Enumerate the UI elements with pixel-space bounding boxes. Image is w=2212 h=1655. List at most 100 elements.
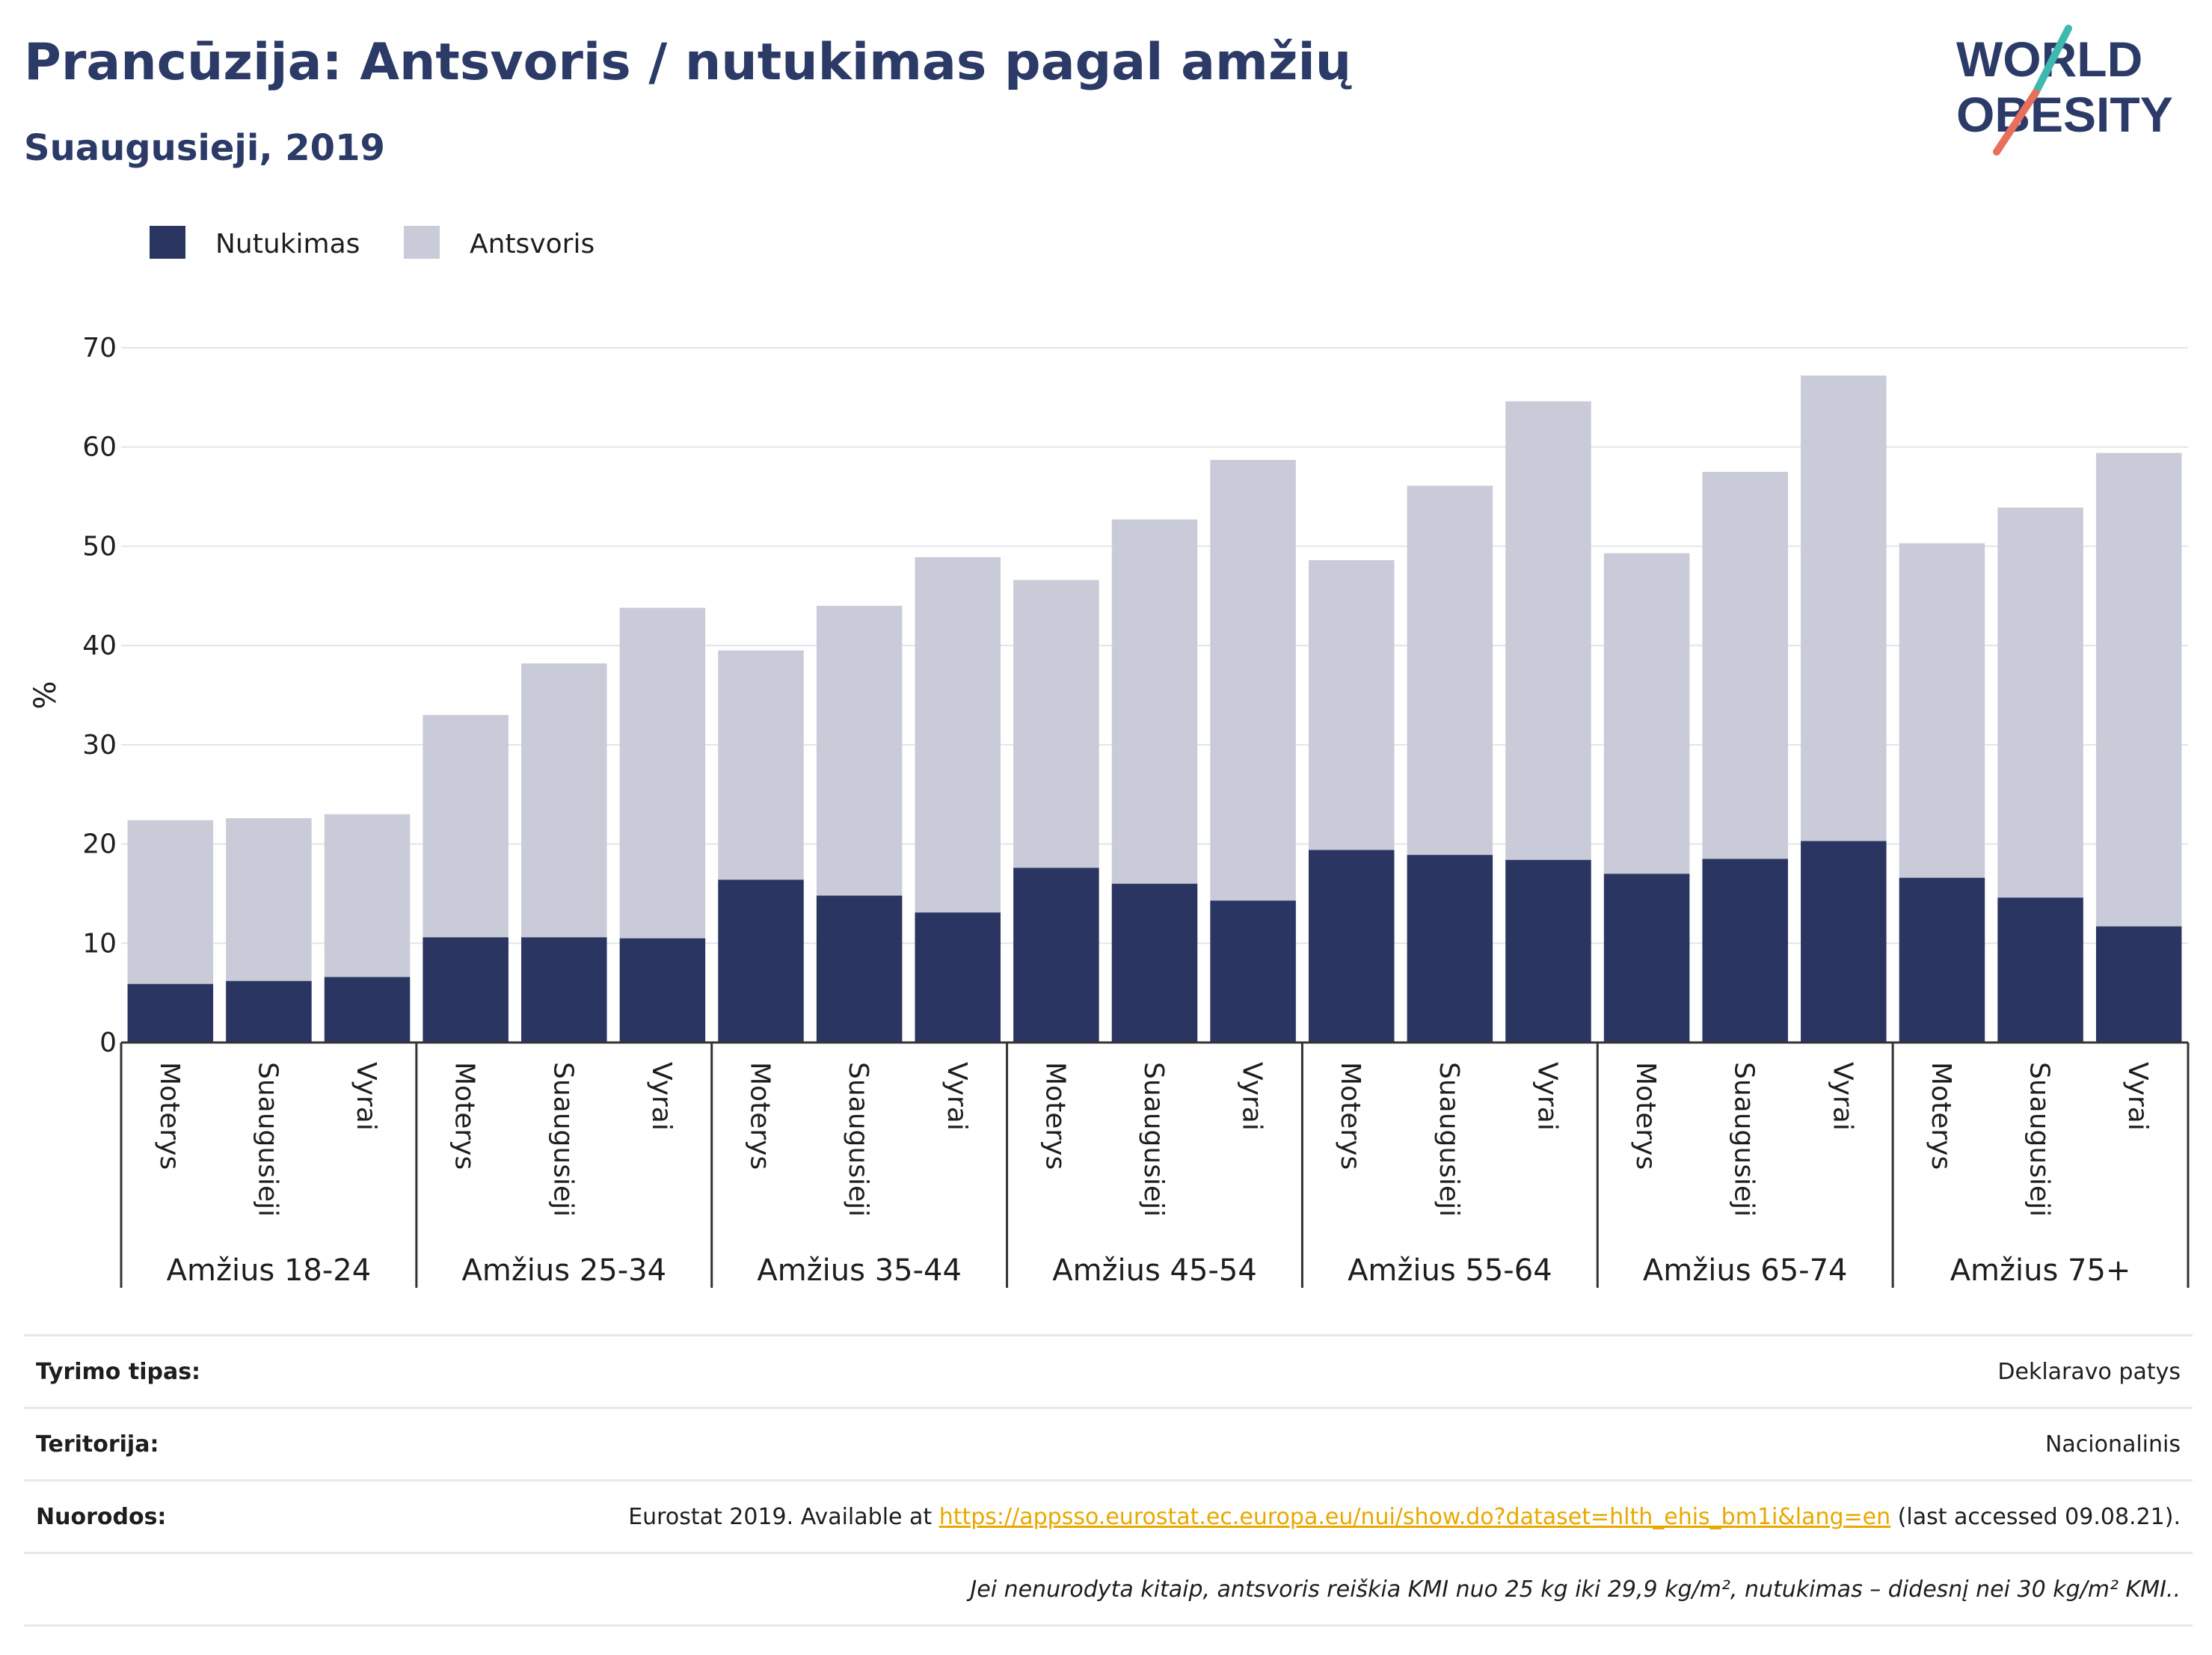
- y-tick-label: 70: [82, 333, 117, 363]
- bar-obesity: [1210, 900, 1296, 1043]
- bar-obesity: [1013, 868, 1099, 1043]
- bar-obesity: [816, 895, 903, 1043]
- stacked-bar-chart: Nutukimas Antsvoris 0 10 20 30 40 50 60 70% Mote…: [28, 226, 2190, 1288]
- references-text-before: Eurostat 2019. Available at: [628, 1504, 939, 1530]
- chart-footer: Tyrimo tipas: Deklaravo patys Teritorija…: [24, 1334, 2193, 1627]
- bar-obesity: [2095, 926, 2182, 1043]
- bar-overweight: [2095, 452, 2182, 927]
- bar-overweight: [1308, 560, 1395, 850]
- y-tick-label: 40: [82, 630, 117, 661]
- y-tick-label: 60: [82, 432, 117, 463]
- bar-obesity: [915, 912, 1001, 1043]
- x-tick-label: Suaugusieji: [547, 1062, 578, 1217]
- legend-swatch-0: [150, 226, 185, 259]
- bar-obesity: [324, 977, 411, 1043]
- x-tick-label: Suaugusieji: [252, 1062, 283, 1217]
- y-tick-label: 10: [82, 928, 117, 959]
- x-tick-label: Moterys: [154, 1062, 185, 1170]
- x-group-label: Amžius 35-44: [757, 1253, 962, 1288]
- chart-legend: Nutukimas Antsvoris: [150, 226, 595, 260]
- references-text-after: (last accessed 09.08.21).: [1890, 1504, 2181, 1530]
- x-group-label: Amžius 25-34: [461, 1253, 666, 1288]
- bar-overweight: [915, 557, 1001, 913]
- survey-label: Tyrimo tipas:: [36, 1359, 201, 1385]
- definition-note: Jei nenurodyta kitaip, antsvoris reiškia…: [970, 1576, 2181, 1603]
- bar-obesity: [226, 980, 312, 1043]
- y-tick-label: 20: [82, 829, 117, 860]
- chart-subtitle: Suaugusieji, 2019: [24, 127, 385, 169]
- x-tick-label: Moterys: [1039, 1062, 1070, 1170]
- bar-obesity: [1801, 841, 1887, 1043]
- bar-overweight: [619, 607, 706, 939]
- bar-overweight: [718, 650, 804, 880]
- references-link[interactable]: https://appsso.eurostat.ec.europa.eu/nui…: [938, 1504, 1891, 1530]
- bar-obesity: [1505, 859, 1591, 1043]
- bar-obesity: [619, 938, 706, 1043]
- logo-slash-red: [1993, 89, 2039, 156]
- legend-label-0: Nutukimas: [215, 229, 360, 260]
- bar-obesity: [1603, 873, 1690, 1043]
- bar-obesity: [1308, 850, 1395, 1043]
- world-obesity-logo: WORLD OBESITY: [1956, 25, 2173, 156]
- bar-obesity: [521, 937, 607, 1043]
- x-tick-label: Vyrai: [941, 1062, 972, 1131]
- y-tick-label: 0: [99, 1028, 117, 1058]
- bar-overweight: [521, 663, 607, 938]
- x-tick-label: Vyrai: [1237, 1062, 1268, 1131]
- bar-overweight: [127, 820, 214, 984]
- bar-overweight: [1505, 401, 1591, 860]
- legend-swatch-1: [404, 226, 440, 259]
- x-tick-label: Moterys: [1926, 1062, 1956, 1170]
- bar-obesity: [127, 983, 214, 1043]
- footer-row-territory: Teritorija: Nacionalinis: [24, 1407, 2193, 1479]
- bar-overweight: [1702, 471, 1788, 859]
- bars: [127, 375, 2182, 1043]
- bar-obesity: [1111, 883, 1198, 1043]
- bar-overweight: [1603, 553, 1690, 874]
- x-axis: Moterys Suaugusieji Vyrai Moterys Suaugusiej…: [120, 1041, 2190, 1288]
- x-tick-label: Vyrai: [2122, 1062, 2153, 1131]
- bar-overweight: [1013, 580, 1099, 868]
- x-tick-label: Moterys: [449, 1062, 480, 1170]
- x-group-label: Amžius 55-64: [1348, 1253, 1552, 1288]
- bar-overweight: [1899, 543, 1985, 878]
- bar-overweight: [324, 814, 411, 977]
- x-tick-label: Suaugusieji: [1729, 1062, 1760, 1217]
- bar-overweight: [423, 715, 509, 938]
- x-tick-label: Suaugusieji: [1138, 1062, 1169, 1217]
- bar-overweight: [1407, 485, 1493, 856]
- y-tick-label: 30: [82, 730, 117, 761]
- y-tick-label: 50: [82, 531, 117, 562]
- bar-overweight: [1997, 507, 2083, 898]
- bar-overweight: [1111, 519, 1198, 884]
- x-tick-label: Moterys: [745, 1062, 775, 1170]
- survey-value: Deklaravo patys: [1997, 1359, 2181, 1385]
- territory-value: Nacionalinis: [2044, 1431, 2181, 1458]
- bar-obesity: [1899, 877, 1985, 1043]
- x-group-label: Amžius 75+: [1950, 1253, 2131, 1288]
- bar-obesity: [1407, 855, 1493, 1043]
- y-axis-label: %: [28, 681, 63, 709]
- x-tick-label: Moterys: [1335, 1062, 1365, 1170]
- bar-obesity: [423, 937, 509, 1043]
- bar-obesity: [1997, 897, 2083, 1043]
- x-tick-label: Vyrai: [1827, 1062, 1858, 1131]
- x-tick-label: Vyrai: [646, 1062, 677, 1131]
- x-group-label: Amžius 18-24: [167, 1253, 372, 1288]
- bar-obesity: [718, 879, 804, 1043]
- x-tick-label: Suaugusieji: [1434, 1062, 1464, 1217]
- references-value: Eurostat 2019. Available at https://apps…: [628, 1501, 2181, 1534]
- x-tick-label: Suaugusieji: [843, 1062, 873, 1217]
- bar-overweight: [226, 818, 312, 981]
- logo-slash-teal: [2030, 25, 2072, 99]
- x-group-label: Amžius 65-74: [1643, 1253, 1848, 1288]
- bar-overweight: [1801, 375, 1887, 841]
- y-axis: 0 10 20 30 40 50 60 70%: [28, 333, 117, 1058]
- legend-label-1: Antsvoris: [470, 229, 595, 260]
- x-tick-label: Vyrai: [351, 1062, 381, 1131]
- x-tick-label: Moterys: [1630, 1062, 1661, 1170]
- references-label: Nuorodos:: [36, 1504, 167, 1530]
- x-tick-label: Suaugusieji: [2024, 1062, 2055, 1217]
- bar-obesity: [1702, 859, 1788, 1043]
- footer-row-note: Jei nenurodyta kitaip, antsvoris reiškia…: [24, 1552, 2193, 1627]
